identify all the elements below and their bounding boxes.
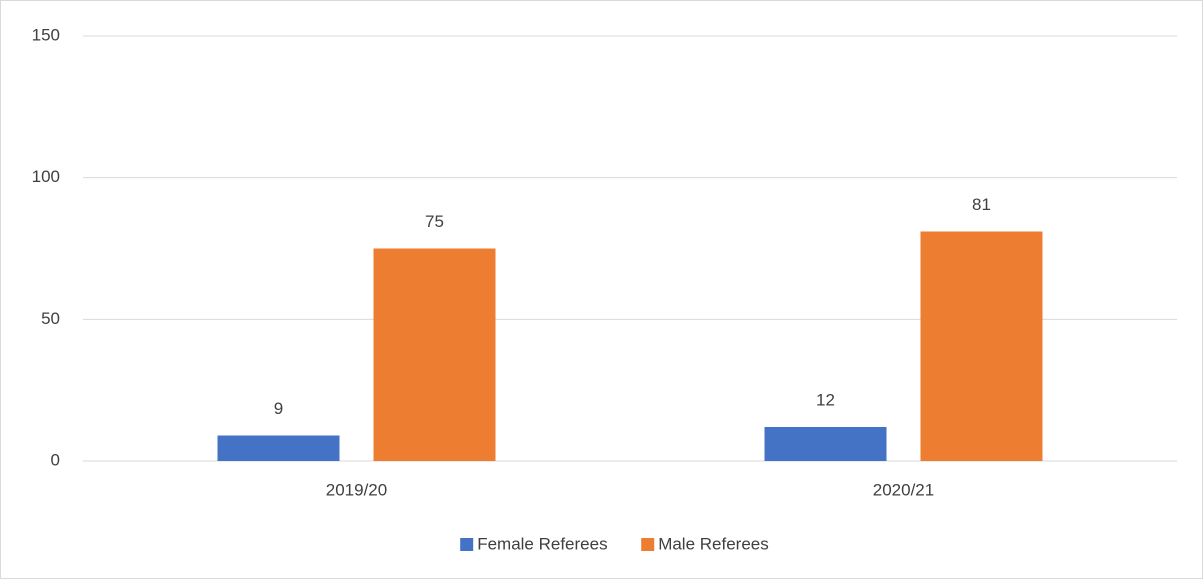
data-label: 9 xyxy=(274,399,283,418)
legend-label: Male Referees xyxy=(658,534,769,553)
bar xyxy=(217,435,340,461)
y-tick-label: 100 xyxy=(32,167,60,186)
data-label: 75 xyxy=(425,212,444,231)
legend-swatch xyxy=(641,538,655,551)
y-tick-label: 0 xyxy=(51,450,60,469)
legend-label: Female Referees xyxy=(477,534,607,553)
x-tick-label: 2020/21 xyxy=(873,480,934,499)
legend-swatch xyxy=(460,538,474,551)
bar xyxy=(764,427,887,461)
bar xyxy=(920,231,1043,461)
data-label: 12 xyxy=(816,390,835,409)
y-tick-label: 50 xyxy=(41,309,60,328)
x-tick-label: 2019/20 xyxy=(326,480,387,499)
data-label: 81 xyxy=(972,195,991,214)
y-tick-label: 150 xyxy=(32,25,60,44)
bar xyxy=(373,248,496,461)
